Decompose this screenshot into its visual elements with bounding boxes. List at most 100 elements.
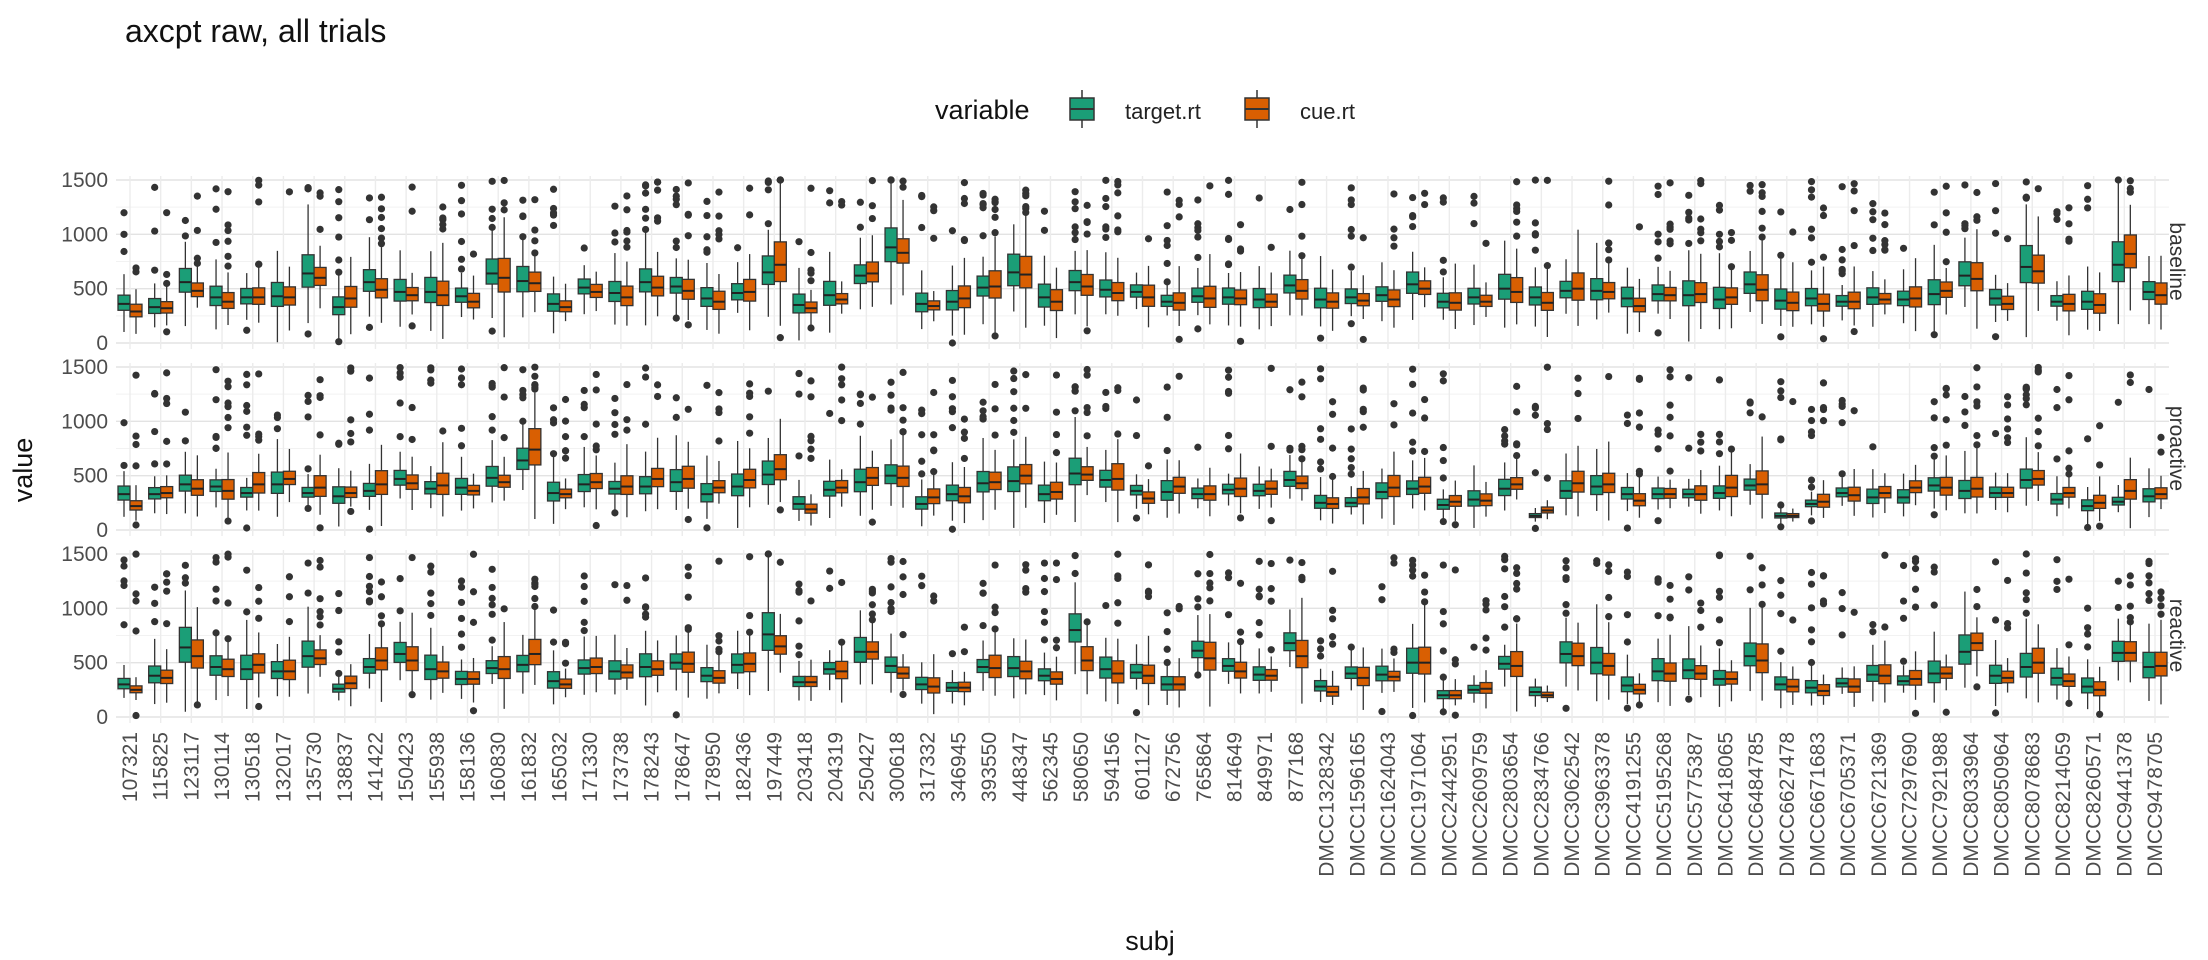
outlier-point bbox=[1163, 222, 1171, 230]
outlier-point bbox=[1562, 601, 1570, 609]
outlier-point bbox=[151, 183, 159, 191]
outlier-point bbox=[1132, 431, 1141, 440]
outlier-point bbox=[1022, 566, 1030, 574]
outlier-point bbox=[549, 211, 558, 219]
box-cue-rt bbox=[1325, 567, 1340, 705]
outlier-point bbox=[1930, 331, 1938, 339]
box-target-rt bbox=[1958, 591, 1972, 688]
outlier-point bbox=[2126, 371, 2134, 379]
box-cue-rt bbox=[374, 578, 389, 702]
x-tick-label: DMCC2609759 bbox=[1469, 732, 1492, 877]
outlier-point bbox=[1899, 657, 1908, 665]
x-tick-label: DMCC2442951 bbox=[1438, 732, 1461, 877]
outlier-point bbox=[1224, 176, 1233, 184]
outlier-point bbox=[561, 659, 570, 667]
x-tick-label: 160830 bbox=[487, 732, 510, 802]
box-cue-rt bbox=[252, 583, 266, 711]
outlier-point bbox=[2022, 193, 2030, 201]
box-target-rt bbox=[1007, 638, 1021, 699]
box-cue-rt bbox=[1786, 397, 1800, 522]
outlier-point bbox=[1777, 378, 1785, 386]
outlier-point bbox=[561, 454, 570, 462]
outlier-point bbox=[335, 648, 343, 656]
box-cue-rt bbox=[1479, 239, 1493, 317]
outlier-point bbox=[580, 618, 588, 626]
outlier-point bbox=[1930, 568, 1938, 576]
outlier-point bbox=[1869, 208, 1877, 216]
outlier-point bbox=[1685, 444, 1693, 452]
outlier-point bbox=[807, 445, 815, 453]
box-target-rt bbox=[1007, 224, 1021, 312]
box-cue-rt bbox=[1479, 481, 1493, 517]
outlier-point bbox=[1052, 408, 1061, 416]
box-target-rt bbox=[362, 374, 377, 533]
outlier-point bbox=[151, 427, 159, 436]
box-target-rt bbox=[1221, 176, 1236, 326]
box-target-rt bbox=[424, 251, 438, 331]
outlier-point bbox=[335, 338, 343, 346]
outlier-point bbox=[1513, 564, 1521, 572]
outlier-point bbox=[948, 650, 957, 658]
outlier-point bbox=[1255, 618, 1263, 627]
outlier-point bbox=[549, 404, 558, 412]
outlier-point bbox=[1316, 645, 1325, 653]
outlier-point bbox=[1899, 561, 1908, 570]
outlier-point bbox=[1470, 220, 1478, 228]
outlier-point bbox=[1850, 407, 1858, 415]
outlier-point bbox=[1807, 476, 1816, 484]
box-cue-rt bbox=[497, 176, 511, 338]
outlier-point bbox=[1991, 229, 2000, 237]
box-cue-rt bbox=[896, 557, 910, 699]
box-cue-rt bbox=[1203, 467, 1217, 517]
outlier-point bbox=[1715, 237, 1724, 246]
box-cue-rt bbox=[466, 550, 481, 715]
x-tick-label: DMCC8078683 bbox=[2021, 732, 2044, 877]
outlier-point bbox=[1071, 387, 1079, 395]
box-cue-rt bbox=[2154, 255, 2168, 330]
outlier-point bbox=[1163, 259, 1171, 268]
box-cue-rt bbox=[1908, 258, 1923, 332]
x-tick-label: 197449 bbox=[763, 732, 786, 802]
outlier-point bbox=[1838, 631, 1846, 639]
outlier-point bbox=[979, 415, 987, 423]
outlier-point bbox=[641, 574, 650, 582]
outlier-point bbox=[623, 243, 631, 251]
outlier-point bbox=[684, 179, 692, 187]
outlier-point bbox=[2065, 447, 2073, 455]
outlier-point bbox=[1685, 695, 1693, 703]
outlier-point bbox=[1347, 320, 1355, 328]
outlier-point bbox=[1654, 182, 1662, 190]
outlier-point bbox=[1224, 235, 1233, 244]
outlier-point bbox=[1194, 603, 1202, 611]
outlier-point bbox=[408, 403, 416, 412]
outlier-point bbox=[1654, 517, 1662, 525]
outlier-point bbox=[1052, 430, 1061, 439]
box-target-rt bbox=[823, 567, 837, 691]
outlier-point bbox=[592, 420, 600, 428]
outlier-point bbox=[2126, 378, 2134, 387]
outlier-point bbox=[2157, 588, 2165, 596]
outlier-point bbox=[1973, 364, 1981, 372]
outlier-point bbox=[899, 183, 907, 191]
outlier-point bbox=[1973, 431, 1981, 440]
outlier-point bbox=[1439, 620, 1447, 628]
x-tick-label: 178950 bbox=[702, 732, 725, 802]
outlier-point bbox=[1194, 671, 1202, 679]
x-tick-label: 393550 bbox=[978, 732, 1001, 802]
outlier-point bbox=[1930, 398, 1938, 406]
outlier-point bbox=[304, 184, 312, 192]
outlier-point bbox=[1807, 225, 1816, 233]
outlier-point bbox=[457, 583, 466, 591]
outlier-point bbox=[807, 277, 815, 285]
outlier-point bbox=[1194, 325, 1202, 333]
outlier-point bbox=[1144, 462, 1153, 470]
outlier-point bbox=[457, 442, 466, 450]
box-target-rt bbox=[1467, 643, 1481, 703]
x-tick-label: 158136 bbox=[457, 732, 480, 802]
outlier-point bbox=[1390, 554, 1398, 562]
outlier-point bbox=[1022, 404, 1030, 412]
box-target-rt bbox=[546, 185, 561, 334]
outlier-point bbox=[377, 205, 386, 213]
outlier-point bbox=[519, 233, 527, 241]
box-cue-rt bbox=[957, 179, 972, 335]
